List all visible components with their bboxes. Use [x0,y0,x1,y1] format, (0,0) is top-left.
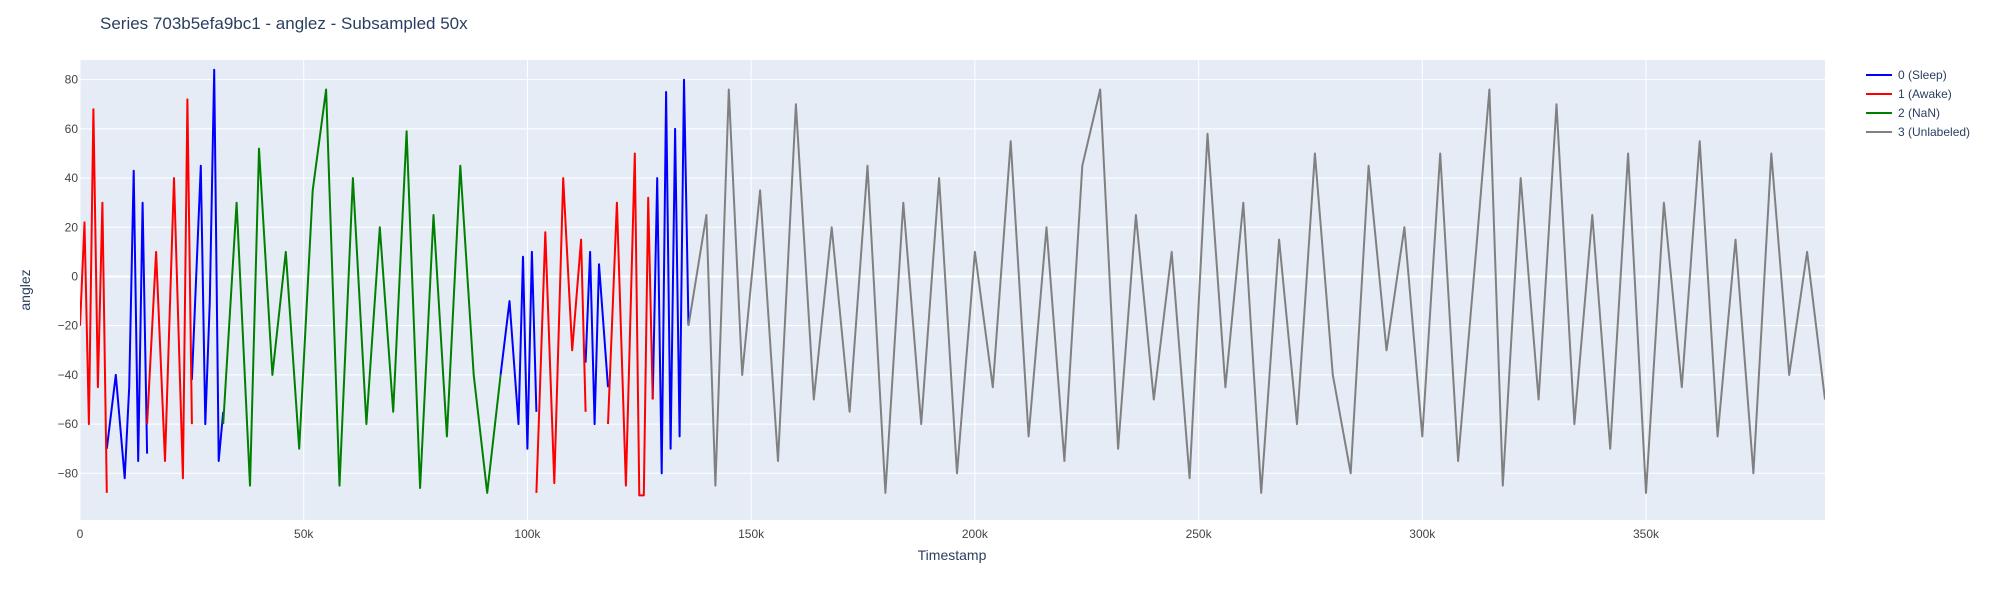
x-axis-title: Timestamp [918,547,987,563]
x-axis-ticks: 0 50k 100k 150k 200k 250k 300k 350k [77,527,1660,541]
legend-item[interactable]: 0 (Sleep) [1866,68,1947,82]
y-axis-ticks: −80 −60 −40 −20 0 20 40 60 80 [58,73,79,481]
legend-item[interactable]: 2 (NaN) [1866,106,1940,120]
series-1-awake [80,98,654,497]
series-line-segment [499,250,538,450]
y-tick-label: −80 [58,466,79,480]
series-line-segment [146,98,193,480]
y-tick-label: 0 [71,269,78,283]
legend-item[interactable]: 3 (Unlabeled) [1866,125,1970,139]
legend-item[interactable]: 1 (Awake) [1866,87,1952,101]
legend-label: 2 (NaN) [1898,106,1940,120]
series-line-segment [584,250,609,426]
x-tick-label: 200k [962,527,989,541]
x-tick-label: 0 [77,527,84,541]
legend[interactable]: 0 (Sleep) 1 (Awake) 2 (NaN) 3 (Unlabeled) [1866,68,1970,139]
y-tick-label: 60 [65,122,79,136]
x-tick-label: 50k [294,527,314,541]
x-tick-label: 100k [514,527,541,541]
series-line-segment [222,88,502,494]
y-tick-label: −20 [58,319,79,333]
y-tick-label: −40 [58,368,79,382]
y-axis-title: anglez [17,269,33,310]
chart-title: Series 703b5efa9bc1 - anglez - Subsample… [100,14,468,33]
series-0-sleep [105,68,690,480]
x-tick-label: 300k [1409,527,1436,541]
series-line-segment [651,78,690,475]
series-line-segment [80,108,108,493]
legend-label: 1 (Awake) [1898,87,1952,101]
series-lines [80,68,1825,497]
y-tick-label: −60 [58,417,79,431]
y-tick-label: 80 [65,73,79,87]
x-tick-label: 150k [738,527,765,541]
legend-label: 0 (Sleep) [1898,68,1947,82]
legend-label: 3 (Unlabeled) [1898,125,1970,139]
plot-area [80,60,1825,520]
y-tick-label: 40 [65,171,79,185]
series-line-segment [535,177,587,493]
series-line-segment [687,88,1825,494]
series-3-unlabeled [687,88,1825,494]
series-line-segment [190,68,225,462]
series-line-segment [105,169,149,480]
grid-lines [79,60,1825,520]
y-tick-label: 20 [65,220,79,234]
x-tick-label: 250k [1186,527,1213,541]
series-line-segment [607,152,654,497]
series-2-nan [222,88,502,494]
x-tick-label: 350k [1633,527,1660,541]
